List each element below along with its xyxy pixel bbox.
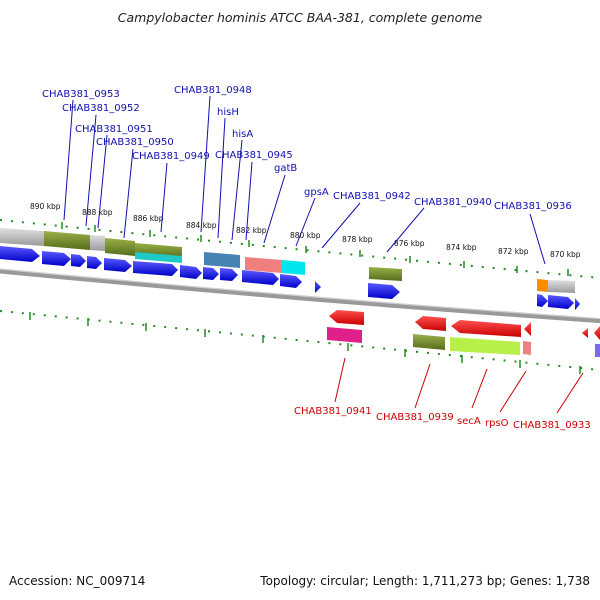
accession-label: Accession:	[9, 574, 73, 588]
cds-arrow	[451, 320, 521, 337]
gene-label: hisA	[232, 129, 253, 140]
gene-label: CHAB381_0933	[513, 420, 591, 431]
feature-block	[548, 280, 575, 293]
gene-label: CHAB381_0950	[96, 137, 174, 148]
bottom-leader-lines	[334, 357, 584, 414]
feature-block	[105, 238, 135, 256]
tick-label: 874 kbp	[446, 243, 477, 252]
cds-arrow	[220, 268, 238, 281]
cds-arrow	[180, 265, 202, 279]
cds-arrow	[315, 281, 321, 293]
cds-arrow	[368, 283, 400, 299]
gene-label: CHAB381_0945	[215, 150, 293, 161]
length-value: 1,711,273 bp	[421, 574, 502, 588]
reverse-cds-track	[329, 310, 600, 340]
tick-label: 872 kbp	[498, 247, 529, 256]
feature-block	[245, 257, 282, 273]
forward-cds-track	[0, 246, 580, 310]
forward-feature-track	[0, 228, 575, 293]
cds-arrow	[582, 328, 588, 338]
length-label: Length:	[372, 574, 419, 588]
top-gene-labels: CHAB381_0953 CHAB381_0952 CHAB381_0951 C…	[42, 85, 572, 212]
feature-block	[44, 231, 90, 250]
gene-label: gatB	[274, 163, 297, 174]
genes-value: 1,738	[555, 574, 590, 588]
gene-label: CHAB381_0949	[132, 151, 210, 162]
feature-block	[0, 228, 44, 246]
feature-block	[595, 344, 600, 357]
cds-arrow	[242, 270, 279, 285]
outer-major-ticks	[61, 222, 569, 276]
gene-label: secA	[457, 416, 481, 427]
reverse-feature-track	[327, 327, 600, 357]
gene-label: CHAB381_0940	[414, 197, 492, 208]
cds-arrow	[203, 267, 219, 280]
gene-label: CHAB381_0951	[75, 124, 153, 135]
gene-label: CHAB381_0936	[494, 201, 572, 212]
feature-block	[135, 252, 182, 263]
cds-arrow	[104, 258, 132, 272]
genome-summary: Topology: circular; Length: 1,711,273 bp…	[260, 574, 590, 588]
cds-arrow	[594, 326, 600, 340]
bottom-gene-labels: CHAB381_0941 CHAB381_0939 secA rpsO CHAB…	[294, 406, 591, 431]
feature-block	[450, 337, 520, 355]
cds-arrow	[415, 316, 446, 331]
inner-tick-track	[0, 310, 600, 371]
gene-label: CHAB381_0942	[333, 191, 411, 202]
gene-label: rpsO	[485, 418, 509, 429]
feature-block	[327, 327, 362, 343]
feature-block	[537, 279, 548, 292]
feature-block	[413, 334, 445, 350]
feature-block	[204, 252, 240, 268]
gene-label: hisH	[217, 107, 239, 118]
accession-value: NC_009714	[76, 574, 146, 588]
feature-block	[523, 341, 531, 355]
cds-arrow	[71, 254, 86, 267]
map-title: Campylobacter hominis ATCC BAA-381, comp…	[117, 10, 483, 25]
tick-label: 888 kbp	[82, 208, 113, 217]
topology-value: circular	[320, 574, 365, 588]
gene-label: CHAB381_0948	[174, 85, 252, 96]
cds-arrow	[575, 298, 580, 310]
cds-arrow	[42, 251, 71, 266]
tick-label: 878 kbp	[342, 235, 373, 244]
tick-label: 876 kbp	[394, 239, 425, 248]
genes-label: Genes:	[509, 574, 552, 588]
cds-arrow	[280, 274, 302, 288]
cds-arrow	[548, 295, 574, 309]
tick-label: 882 kbp	[236, 226, 267, 235]
cds-arrow	[0, 246, 40, 262]
cds-arrow	[87, 256, 102, 269]
top-leader-lines	[63, 95, 546, 265]
gene-label: CHAB381_0953	[42, 89, 120, 100]
gene-label: gpsA	[304, 187, 329, 198]
tick-label: 880 kbp	[290, 231, 321, 240]
feature-block	[90, 235, 105, 251]
cds-arrow	[329, 310, 364, 325]
tick-label: 870 kbp	[550, 250, 581, 259]
feature-block	[369, 267, 402, 281]
gene-label: CHAB381_0941	[294, 406, 372, 417]
accession-info: Accession: NC_009714	[9, 574, 145, 588]
cds-arrow	[524, 322, 531, 336]
tick-label: 890 kbp	[30, 202, 61, 211]
topology-label: Topology:	[260, 574, 317, 588]
genome-backbone	[0, 268, 600, 324]
gene-label: CHAB381_0952	[62, 103, 140, 114]
outer-tick-track	[0, 219, 600, 279]
cds-arrow	[133, 261, 178, 276]
cds-arrow	[537, 294, 548, 307]
inner-major-ticks	[29, 312, 581, 374]
gene-label: CHAB381_0939	[376, 412, 454, 423]
feature-block	[282, 260, 305, 275]
tick-label: 886 kbp	[133, 214, 164, 223]
